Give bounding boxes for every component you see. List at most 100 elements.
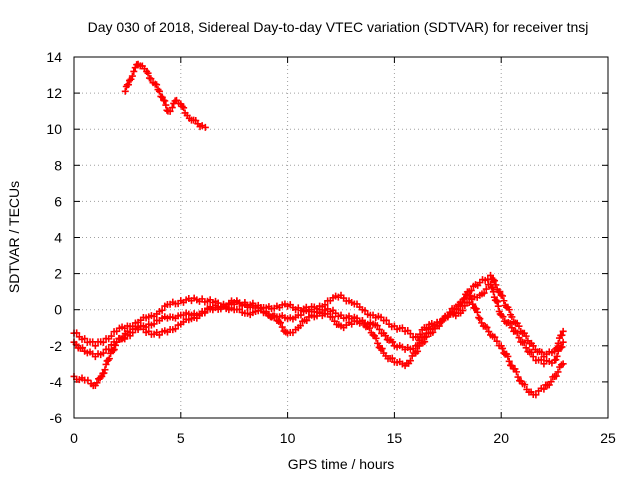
interpolated-point <box>398 324 406 332</box>
interpolated-point <box>328 313 336 321</box>
interpolated-point <box>527 348 535 356</box>
interpolated-point <box>459 299 467 307</box>
data-point <box>508 324 516 332</box>
data-point <box>155 87 163 95</box>
interpolated-point <box>520 339 528 347</box>
interpolated-point <box>406 357 414 365</box>
data-point <box>262 308 270 316</box>
interpolated-point <box>102 360 110 368</box>
interpolated-point <box>553 352 561 360</box>
interpolated-point <box>406 330 414 338</box>
interpolated-point <box>161 97 169 105</box>
interpolated-point <box>375 325 383 333</box>
interpolated-point <box>178 102 186 110</box>
data-point <box>559 338 567 346</box>
y-tick-label: -4 <box>50 374 63 390</box>
data-point <box>508 313 516 321</box>
data-point <box>529 342 537 350</box>
interpolated-point <box>180 104 188 112</box>
y-axis-label: SDTVAR / TECUs <box>6 181 22 293</box>
interpolated-point <box>101 366 109 374</box>
data-point <box>540 385 548 393</box>
data-point <box>487 271 495 279</box>
interpolated-point <box>158 306 166 314</box>
interpolated-point <box>162 101 170 109</box>
data-point <box>422 333 430 341</box>
x-tick-label: 25 <box>600 430 616 446</box>
interpolated-point <box>493 337 501 345</box>
series-0 <box>121 60 209 131</box>
interpolated-point <box>496 288 504 296</box>
interpolated-point <box>166 107 174 115</box>
x-tick-label: 0 <box>70 430 78 446</box>
y-tick-label: -2 <box>50 338 63 354</box>
y-tick-label: 10 <box>46 121 62 137</box>
grid-layer <box>74 57 608 418</box>
x-axis-label: GPS time / hours <box>288 456 395 472</box>
interpolated-point <box>500 297 508 305</box>
interpolated-point <box>382 332 389 340</box>
data-point <box>201 123 209 131</box>
data-point <box>358 317 366 325</box>
interpolated-point <box>472 305 480 313</box>
interpolated-point <box>127 75 135 83</box>
interpolated-point <box>499 344 507 352</box>
interpolated-point <box>499 313 507 321</box>
interpolated-point <box>388 354 396 362</box>
data-point <box>147 75 155 83</box>
interpolated-point <box>512 368 520 376</box>
data-point <box>81 335 89 343</box>
interpolated-point <box>119 334 127 342</box>
interpolated-point <box>537 356 545 364</box>
interpolated-point <box>389 338 397 346</box>
interpolated-point <box>491 277 499 285</box>
interpolated-point <box>552 372 560 380</box>
interpolated-point <box>547 378 555 386</box>
interpolated-point <box>475 314 483 322</box>
interpolated-point <box>373 322 381 330</box>
interpolated-point <box>480 289 488 297</box>
interpolated-point <box>84 376 92 384</box>
interpolated-point <box>493 298 501 306</box>
interpolated-point <box>128 72 136 80</box>
interpolated-point <box>110 346 118 354</box>
plot-border <box>73 56 609 419</box>
interpolated-point <box>522 344 530 352</box>
interpolated-point <box>372 334 380 342</box>
interpolated-point <box>504 352 512 360</box>
interpolated-point <box>303 317 311 325</box>
interpolated-point <box>552 356 560 364</box>
series-3 <box>70 291 567 399</box>
interpolated-point <box>365 324 373 332</box>
interpolated-point <box>467 286 475 294</box>
data-point <box>91 342 99 350</box>
interpolated-point <box>99 338 107 346</box>
interpolated-point <box>421 338 429 346</box>
interpolated-point <box>506 320 514 328</box>
interpolated-point <box>271 313 279 321</box>
interpolated-point <box>488 284 496 292</box>
data-point <box>529 353 537 361</box>
interpolated-point <box>468 295 476 303</box>
y-tick-label: 0 <box>54 302 62 318</box>
interpolated-point <box>483 323 491 331</box>
interpolated-point <box>513 329 521 337</box>
interpolated-point <box>296 322 304 330</box>
interpolated-point <box>505 357 513 365</box>
interpolated-point <box>109 347 117 355</box>
interpolated-point <box>515 322 523 330</box>
y-tick-label: 14 <box>46 49 62 65</box>
interpolated-point <box>558 343 566 351</box>
y-tick-label: 6 <box>54 193 62 209</box>
interpolated-point <box>374 339 382 347</box>
interpolated-point <box>514 373 522 381</box>
data-point <box>559 360 567 368</box>
interpolated-point <box>499 292 507 300</box>
interpolated-point <box>378 345 386 353</box>
interpolated-point <box>473 308 481 316</box>
axis-layer: 0 5 10 15 20 25 -6 -4 -2 0 2 4 6 8 10 12 14 <box>46 49 616 446</box>
data-point <box>113 338 121 346</box>
interpolated-point <box>79 344 87 352</box>
data-point <box>130 67 138 75</box>
